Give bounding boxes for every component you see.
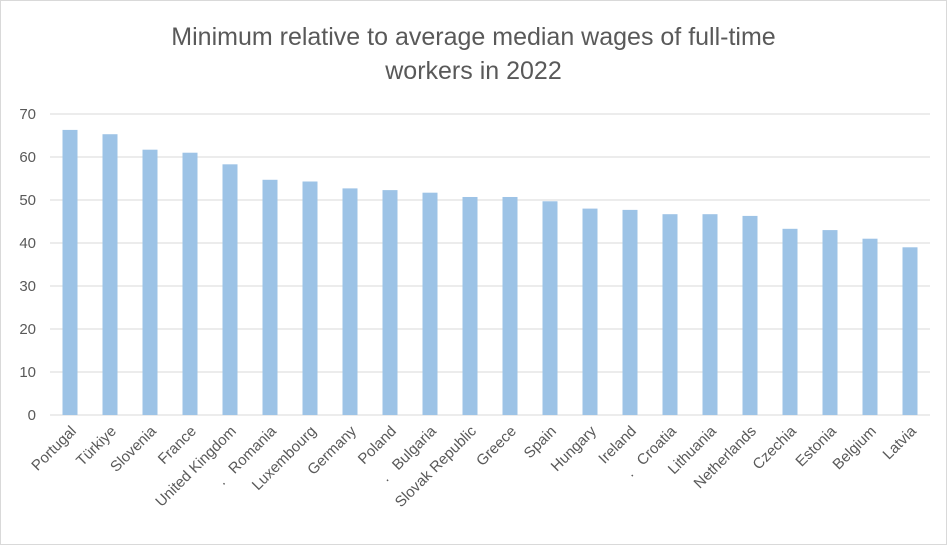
bar [822, 230, 838, 415]
chart-title-line-1: Minimum relative to average median wages… [171, 23, 776, 51]
bar [462, 196, 478, 415]
y-tick-label: 40 [19, 235, 36, 252]
x-tick-label: Portugal [28, 423, 80, 475]
bar [302, 181, 318, 415]
chart-title-line-2: workers in 2022 [385, 57, 562, 85]
x-tick-label: Belgium [829, 423, 879, 473]
y-tick-label: 50 [19, 192, 36, 209]
bar [422, 192, 438, 415]
x-tick-prefix-mark: . [377, 470, 392, 485]
x-tick-prefix-mark: . [622, 465, 637, 480]
x-tick-label: Ireland [595, 423, 639, 467]
bar [542, 201, 558, 415]
bar [382, 190, 398, 415]
y-tick-label: 10 [19, 364, 36, 381]
bar [862, 238, 878, 415]
bar [182, 152, 198, 415]
bar [622, 209, 638, 415]
bar [582, 208, 598, 415]
chart-title: Minimum relative to average median wages… [0, 20, 947, 88]
x-tick-label: Latvia [880, 422, 921, 463]
bar [502, 196, 518, 415]
bar [262, 179, 278, 415]
x-tick-prefix-mark: . [214, 474, 229, 489]
y-tick-label: 0 [28, 407, 36, 424]
bar [62, 129, 78, 415]
bar [222, 164, 238, 415]
bar [342, 188, 358, 415]
bar [902, 247, 918, 415]
y-tick-label: 20 [19, 321, 36, 338]
x-tick-label: Czechia [749, 422, 800, 473]
y-tick-label: 70 [19, 106, 36, 123]
bar [142, 149, 158, 415]
bar [742, 215, 758, 415]
bar [702, 214, 718, 415]
y-tick-label: 30 [19, 278, 36, 295]
bar [782, 228, 798, 415]
bar [662, 214, 678, 415]
y-tick-label: 60 [19, 149, 36, 166]
bar [102, 134, 118, 415]
x-tick-label: Greece [473, 423, 520, 470]
x-tick-label: Hungary [548, 422, 600, 474]
